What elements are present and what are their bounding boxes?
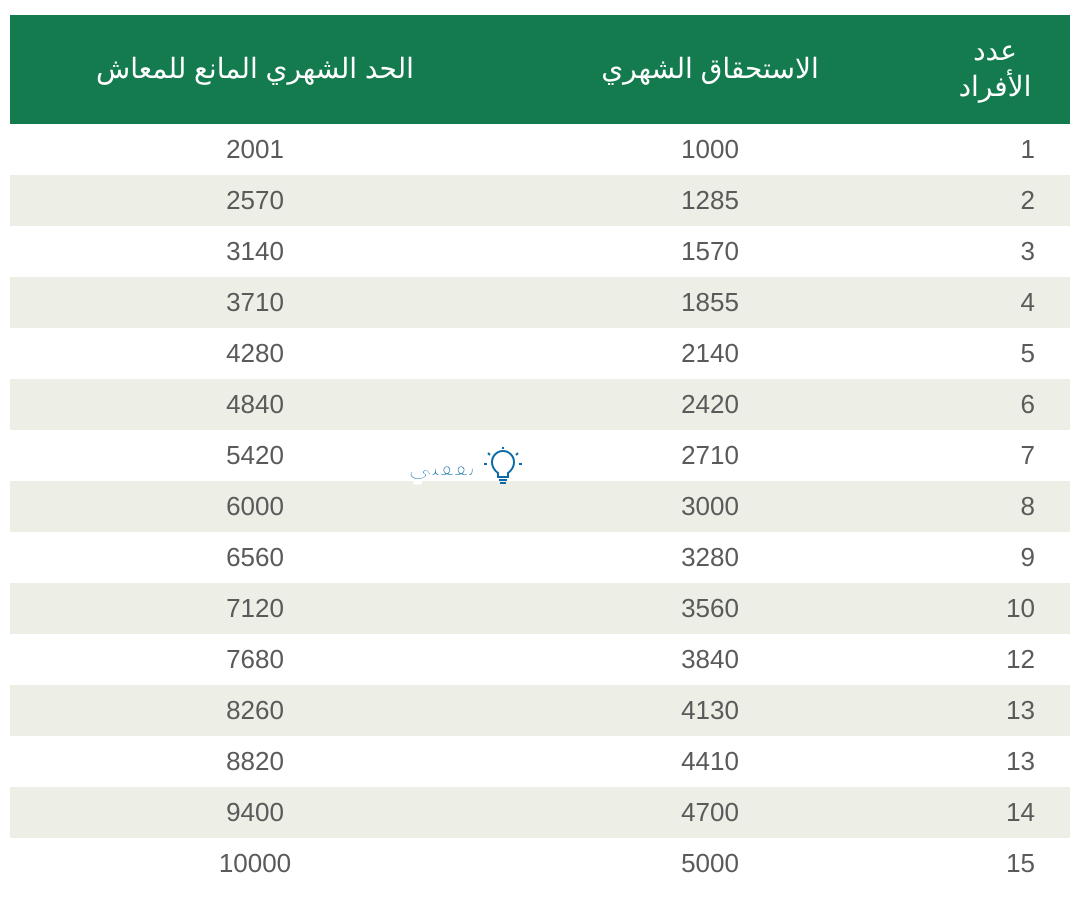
cell-count: 15 <box>920 838 1070 889</box>
cell-count: 8 <box>920 481 1070 532</box>
cell-count: 13 <box>920 685 1070 736</box>
cell-count: 14 <box>920 787 1070 838</box>
table-row: 1341308260 <box>10 685 1070 736</box>
cell-limit: 2570 <box>10 175 500 226</box>
table-row: 1344108820 <box>10 736 1070 787</box>
cell-entitlement: 3840 <box>500 634 920 685</box>
cell-entitlement: 3000 <box>500 481 920 532</box>
table-row: 315703140 <box>10 226 1070 277</box>
cell-limit: 10000 <box>10 838 500 889</box>
table-row: 110002001 <box>10 124 1070 175</box>
cell-limit: 9400 <box>10 787 500 838</box>
cell-entitlement: 3280 <box>500 532 920 583</box>
table-row: 1238407680 <box>10 634 1070 685</box>
table-row: 1035607120 <box>10 583 1070 634</box>
cell-count: 2 <box>920 175 1070 226</box>
cell-count: 13 <box>920 736 1070 787</box>
cell-limit: 7680 <box>10 634 500 685</box>
table-row: 1447009400 <box>10 787 1070 838</box>
cell-count: 4 <box>920 277 1070 328</box>
cell-entitlement: 2140 <box>500 328 920 379</box>
cell-limit: 3140 <box>10 226 500 277</box>
cell-entitlement: 5000 <box>500 838 920 889</box>
cell-count: 7 <box>920 430 1070 481</box>
cell-limit: 5420 <box>10 430 500 481</box>
table-row: 624204840 <box>10 379 1070 430</box>
cell-count: 1 <box>920 124 1070 175</box>
cell-limit: 6560 <box>10 532 500 583</box>
table-body: 1100020012128525703157031404185537105214… <box>10 124 1070 889</box>
table-row: 830006000 <box>10 481 1070 532</box>
cell-count: 5 <box>920 328 1070 379</box>
cell-count: 3 <box>920 226 1070 277</box>
cell-limit: 3710 <box>10 277 500 328</box>
cell-limit: 6000 <box>10 481 500 532</box>
table-row: 15500010000 <box>10 838 1070 889</box>
cell-entitlement: 1570 <box>500 226 920 277</box>
table-row: 212852570 <box>10 175 1070 226</box>
cell-limit: 4280 <box>10 328 500 379</box>
cell-limit: 4840 <box>10 379 500 430</box>
header-entitlement: الاستحقاق الشهري <box>500 15 920 124</box>
cell-count: 6 <box>920 379 1070 430</box>
cell-count: 10 <box>920 583 1070 634</box>
cell-entitlement: 1855 <box>500 277 920 328</box>
cell-entitlement: 1000 <box>500 124 920 175</box>
cell-limit: 8820 <box>10 736 500 787</box>
cell-entitlement: 4130 <box>500 685 920 736</box>
cell-entitlement: 2420 <box>500 379 920 430</box>
cell-limit: 8260 <box>10 685 500 736</box>
header-count: عدد الأفراد <box>920 15 1070 124</box>
table-container: عدد الأفراد الاستحقاق الشهري الحد الشهري… <box>0 0 1080 904</box>
cell-entitlement: 1285 <box>500 175 920 226</box>
cell-entitlement: 4410 <box>500 736 920 787</box>
table-row: 932806560 <box>10 532 1070 583</box>
table-row: 418553710 <box>10 277 1070 328</box>
cell-limit: 2001 <box>10 124 500 175</box>
cell-entitlement: 2710 <box>500 430 920 481</box>
cell-count: 9 <box>920 532 1070 583</box>
pension-table: عدد الأفراد الاستحقاق الشهري الحد الشهري… <box>10 15 1070 889</box>
header-limit: الحد الشهري المانع للمعاش <box>10 15 500 124</box>
cell-count: 12 <box>920 634 1070 685</box>
table-header-row: عدد الأفراد الاستحقاق الشهري الحد الشهري… <box>10 15 1070 124</box>
table-row: 521404280 <box>10 328 1070 379</box>
cell-entitlement: 3560 <box>500 583 920 634</box>
cell-entitlement: 4700 <box>500 787 920 838</box>
cell-limit: 7120 <box>10 583 500 634</box>
table-row: 727105420 <box>10 430 1070 481</box>
